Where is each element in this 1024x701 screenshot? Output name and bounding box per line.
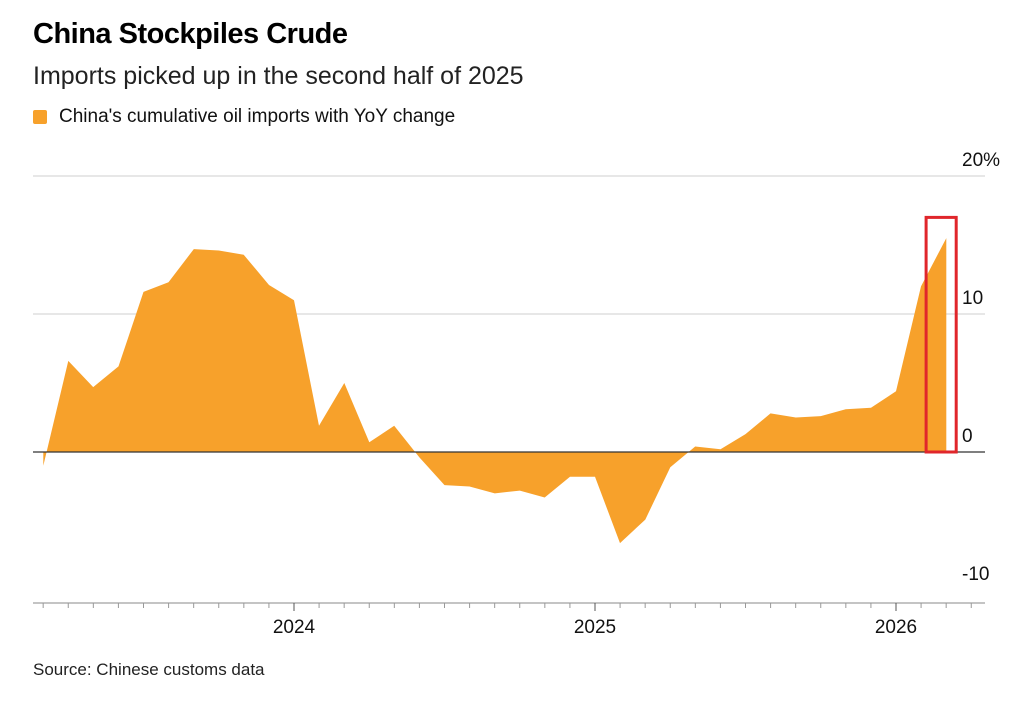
- y-tick-label: 0: [962, 426, 973, 447]
- source-note: Source: Chinese customs data: [33, 660, 265, 679]
- x-tick-label: 2024: [273, 617, 316, 638]
- tick-label-layer: 20% 10 0 -10 2024 2025 2026: [273, 150, 1000, 638]
- legend-label: China's cumulative oil imports with YoY …: [59, 106, 456, 127]
- area-layer: [43, 238, 947, 544]
- legend: China's cumulative oil imports with YoY …: [33, 106, 455, 128]
- highlight-box: [924, 215, 958, 454]
- annotation-layer: [924, 215, 958, 454]
- legend-swatch: [33, 110, 47, 124]
- x-axis-layer: [33, 602, 985, 611]
- y-tick-label: 10: [962, 288, 983, 309]
- area-series-imports-yoy: [43, 238, 947, 544]
- y-tick-label: 20%: [962, 150, 1000, 171]
- chart-subtitle: Imports picked up in the second half of …: [33, 62, 524, 90]
- x-tick-label: 2026: [875, 617, 917, 638]
- x-tick-label: 2025: [574, 617, 616, 638]
- y-tick-label: -10: [962, 564, 989, 585]
- chart-title: China Stockpiles Crude: [33, 18, 348, 50]
